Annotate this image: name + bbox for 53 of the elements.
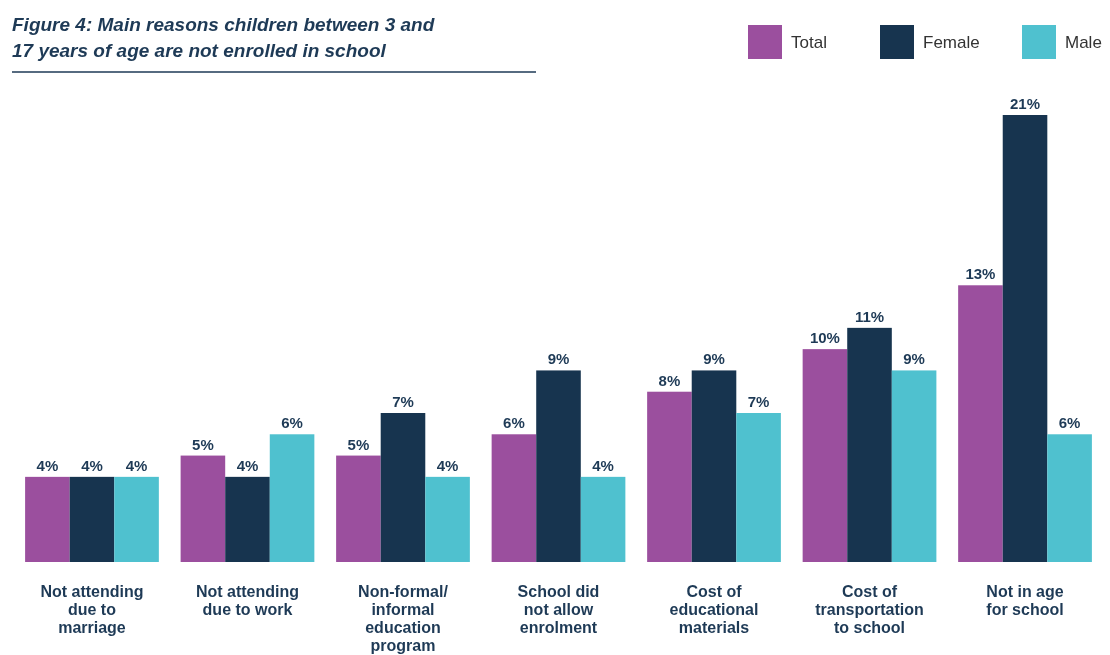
data-label: 7% [747,393,770,410]
bar [891,370,937,562]
x-tick-label: School did not allow enrolment [517,583,600,636]
x-tick-label: Not attending due to marriage [40,583,144,636]
bar [647,391,692,562]
bar [1002,115,1048,562]
x-tick-label: Not attending due to work [195,583,300,618]
x-tick-label: Cost of educational materials [669,583,759,636]
data-label: 8% [658,371,681,389]
data-label: 6% [1058,414,1081,432]
bar [225,476,270,562]
data-label: 13% [965,265,996,283]
data-label: 4% [36,456,59,474]
data-label: 4% [81,456,103,474]
data-label: 4% [436,456,459,474]
chart-title: Figure 4: Main reasons children between 3 and 17 years of age are not enrolled in school [12,14,435,61]
bar [180,455,226,562]
bar [269,434,315,562]
bar [25,476,70,562]
bar [847,327,892,562]
bar [336,455,381,562]
data-label: 4% [236,456,259,474]
bar [114,476,159,562]
bar [425,476,470,562]
data-label: 7% [392,393,414,410]
data-label: 9% [703,350,725,368]
data-label: 9% [903,350,925,368]
bar [958,285,1003,562]
legend-label: Male [1065,33,1102,52]
data-label: 9% [547,350,570,368]
legend-label: Total [791,33,827,52]
data-label: 10% [809,329,840,347]
bar [491,434,537,562]
data-label: 5% [192,435,214,453]
bar [536,370,581,562]
data-label: 5% [347,435,370,453]
data-label: 4% [592,456,614,474]
x-tick-label: Non-formal/ informal education program [358,583,449,654]
bar [580,476,626,562]
x-tick-label: Cost of transportation to school [815,583,924,636]
data-label: 21% [1010,95,1041,112]
bar [802,349,848,562]
legend-label: Female [923,33,980,52]
data-label: 4% [125,456,148,474]
data-label: 6% [503,414,525,432]
data-label: 11% [854,307,885,325]
bar [736,413,781,562]
x-tick-label: Not in age for school [986,583,1064,618]
bar [1047,434,1092,562]
data-label: 6% [281,414,303,432]
bar [380,413,426,562]
bar [69,476,115,562]
bar [691,370,737,562]
